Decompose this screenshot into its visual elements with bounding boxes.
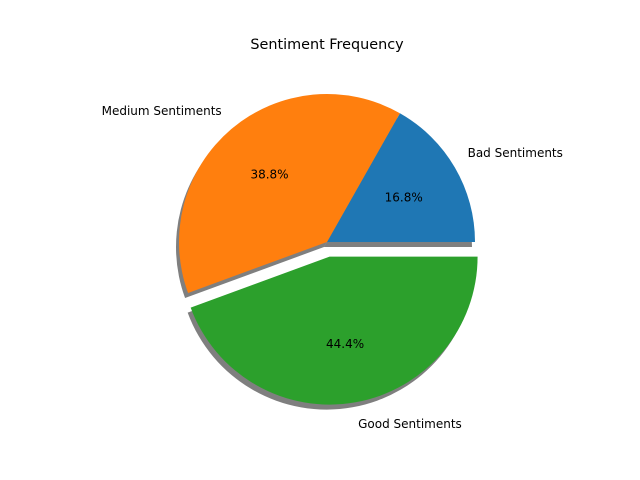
- slice-medium-sentiments: [179, 94, 400, 294]
- slice-label-good-sentiments: Good Sentiments: [358, 417, 462, 431]
- percent-label-good-sentiments: 44.4%: [326, 337, 364, 351]
- percent-label-medium-sentiments: 38.8%: [250, 167, 288, 181]
- slice-bad-sentiments: [327, 113, 475, 243]
- pie-slices: [179, 94, 478, 405]
- percent-label-bad-sentiments: 16.8%: [385, 190, 423, 204]
- slice-label-medium-sentiments: Medium Sentiments: [102, 104, 222, 118]
- pie-labels: Bad Sentiments 16.8% Medium Sentiments 38.8…: [102, 104, 563, 431]
- slice-good-sentiments: [190, 256, 478, 405]
- slice-label-bad-sentiments: Bad Sentiments: [468, 146, 563, 160]
- chart-title: Sentiment Frequency: [250, 37, 404, 53]
